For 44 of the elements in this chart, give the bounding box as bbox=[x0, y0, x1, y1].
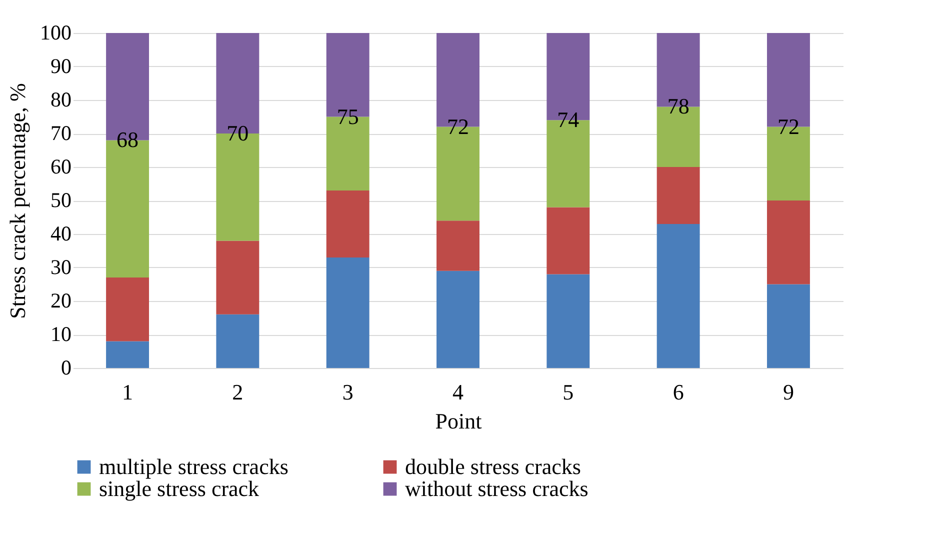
x-tick-label: 3 bbox=[342, 380, 354, 404]
y-tick-label: 30 bbox=[50, 255, 72, 279]
x-tick-label: 5 bbox=[562, 380, 574, 404]
y-tick-label: 50 bbox=[50, 188, 72, 212]
y-tick-label: 20 bbox=[50, 288, 72, 312]
annotation: 74 bbox=[557, 107, 580, 132]
x-tick-label: 2 bbox=[232, 380, 244, 404]
x-tick-label: 1 bbox=[122, 380, 134, 404]
legend-label: multiple stress cracks bbox=[99, 454, 288, 479]
x-tick-label: 4 bbox=[452, 380, 464, 404]
y-tick-label: 40 bbox=[50, 222, 72, 246]
y-axis-title: Stress crack percentage, % bbox=[5, 83, 30, 319]
bar bbox=[326, 190, 370, 258]
bar bbox=[766, 284, 810, 368]
y-tick-label: 0 bbox=[61, 356, 72, 380]
bar bbox=[546, 274, 590, 368]
bar bbox=[656, 167, 700, 224]
x-axis-title: Point bbox=[435, 408, 482, 434]
bar bbox=[436, 270, 480, 368]
legend-label: without stress cracks bbox=[405, 476, 588, 501]
bar bbox=[656, 224, 700, 368]
annotation: 72 bbox=[447, 114, 469, 139]
bar bbox=[106, 341, 150, 368]
y-tick-label: 10 bbox=[50, 322, 72, 346]
annotation: 68 bbox=[116, 127, 139, 152]
x-tick-label: 9 bbox=[782, 380, 794, 404]
bar bbox=[436, 220, 480, 271]
y-tick-label: 60 bbox=[50, 154, 72, 178]
y-tick-label: 100 bbox=[40, 20, 72, 44]
annotation: 70 bbox=[226, 120, 249, 146]
y-tick-label: 70 bbox=[50, 121, 72, 145]
y-tick-label: 80 bbox=[50, 88, 72, 112]
bar bbox=[216, 240, 260, 314]
x-tick-label: 6 bbox=[672, 380, 684, 404]
annotation: 75 bbox=[336, 104, 359, 129]
bar bbox=[216, 314, 260, 368]
bar bbox=[766, 200, 810, 284]
annotation: 72 bbox=[777, 114, 800, 139]
y-tick-label: 90 bbox=[50, 54, 72, 78]
legend-label: double stress cracks bbox=[405, 454, 581, 479]
annotation: 78 bbox=[667, 94, 690, 119]
bar bbox=[106, 278, 150, 342]
bar bbox=[546, 207, 590, 274]
bar bbox=[326, 257, 370, 368]
